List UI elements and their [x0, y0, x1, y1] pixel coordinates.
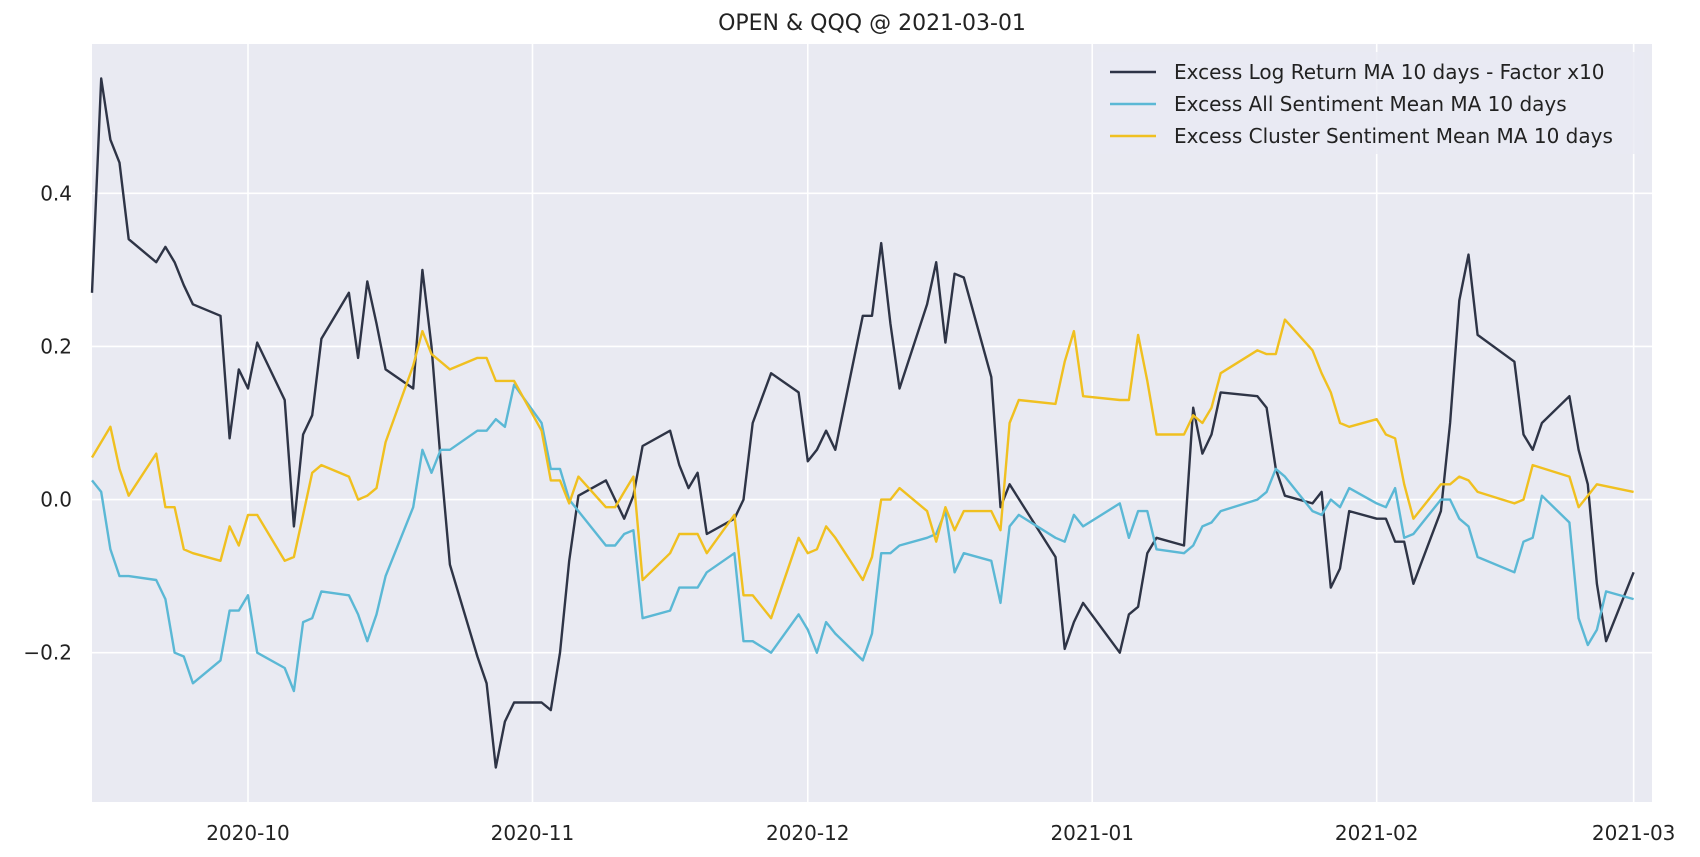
x-tick-label: 2020-12 — [766, 821, 850, 845]
y-tick-label: 0.4 — [40, 181, 72, 205]
x-tick-label: 2020-11 — [491, 821, 575, 845]
x-axis-ticks: 2020-10 2020-11 2020-12 2021-01 2021-02 2021-… — [206, 821, 1675, 845]
plot-area — [92, 44, 1652, 802]
x-tick-label: 2021-03 — [1592, 821, 1676, 845]
series-lines — [90, 77, 1635, 769]
legend-label: Excess All Sentiment Mean MA 10 days — [1174, 92, 1567, 116]
y-tick-label: −0.2 — [23, 641, 72, 665]
series-cluster-sentiment-line — [90, 318, 1634, 620]
series-log-return-line — [90, 77, 1635, 769]
legend: Excess Log Return MA 10 days - Factor x1… — [1096, 52, 1644, 154]
y-tick-label: 0.0 — [40, 488, 72, 512]
grid-lines — [92, 44, 1652, 802]
legend-label: Excess Cluster Sentiment Mean MA 10 days — [1174, 124, 1613, 148]
series-all-sentiment-line — [91, 383, 1634, 693]
y-tick-label: 0.2 — [40, 334, 72, 358]
legend-box — [1096, 52, 1644, 154]
y-axis-ticks: −0.2 0.0 0.2 0.4 — [23, 181, 72, 664]
chart-title: OPEN & QQQ @ 2021-03-01 — [718, 11, 1026, 36]
x-tick-label: 2020-10 — [206, 821, 290, 845]
x-tick-label: 2021-01 — [1050, 821, 1134, 845]
legend-label: Excess Log Return MA 10 days - Factor x1… — [1174, 60, 1605, 84]
x-tick-label: 2021-02 — [1335, 821, 1419, 845]
